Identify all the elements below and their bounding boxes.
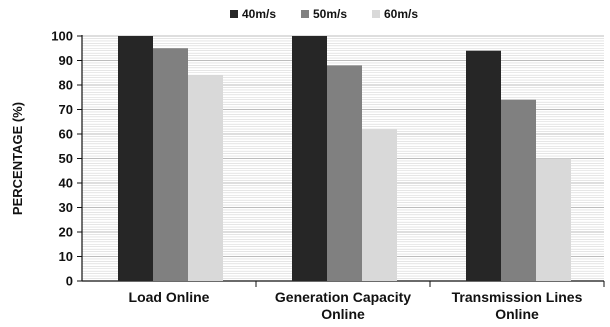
y-tick-label: 90 bbox=[59, 53, 73, 68]
bar-40ms bbox=[292, 36, 327, 281]
y-tick-label: 60 bbox=[59, 127, 73, 142]
x-category-label: Load Online bbox=[129, 289, 210, 305]
legend-label: 60m/s bbox=[384, 7, 418, 21]
y-tick-label: 0 bbox=[66, 274, 73, 289]
bar-40ms bbox=[118, 36, 153, 281]
bar-60ms bbox=[188, 75, 223, 281]
x-category-label: Generation Capacity bbox=[275, 289, 411, 305]
y-axis-label: PERCENTAGE (%) bbox=[10, 102, 25, 215]
legend-label: 40m/s bbox=[242, 7, 276, 21]
legend-swatch bbox=[301, 10, 309, 18]
bar-60ms bbox=[536, 158, 571, 281]
legend-swatch bbox=[230, 10, 238, 18]
bar-40ms bbox=[466, 50, 501, 282]
x-category-label: Online bbox=[495, 306, 539, 322]
legend-swatch bbox=[372, 10, 380, 18]
x-category-label: Transmission Lines bbox=[452, 289, 583, 305]
bar-50ms bbox=[153, 48, 188, 281]
y-tick-label: 70 bbox=[59, 102, 73, 117]
x-category-label: Online bbox=[321, 306, 365, 322]
y-tick-label: 10 bbox=[59, 249, 73, 264]
y-tick-label: 40 bbox=[59, 176, 73, 191]
bar-50ms bbox=[327, 65, 362, 282]
y-tick-label: 20 bbox=[59, 225, 73, 240]
bar-60ms bbox=[362, 129, 397, 281]
legend-label: 50m/s bbox=[313, 7, 347, 21]
y-tick-label: 30 bbox=[59, 200, 73, 215]
y-tick-label: 100 bbox=[51, 29, 73, 44]
y-tick-label: 50 bbox=[59, 151, 73, 166]
bar-50ms bbox=[501, 99, 536, 281]
y-tick-label: 80 bbox=[59, 78, 73, 93]
